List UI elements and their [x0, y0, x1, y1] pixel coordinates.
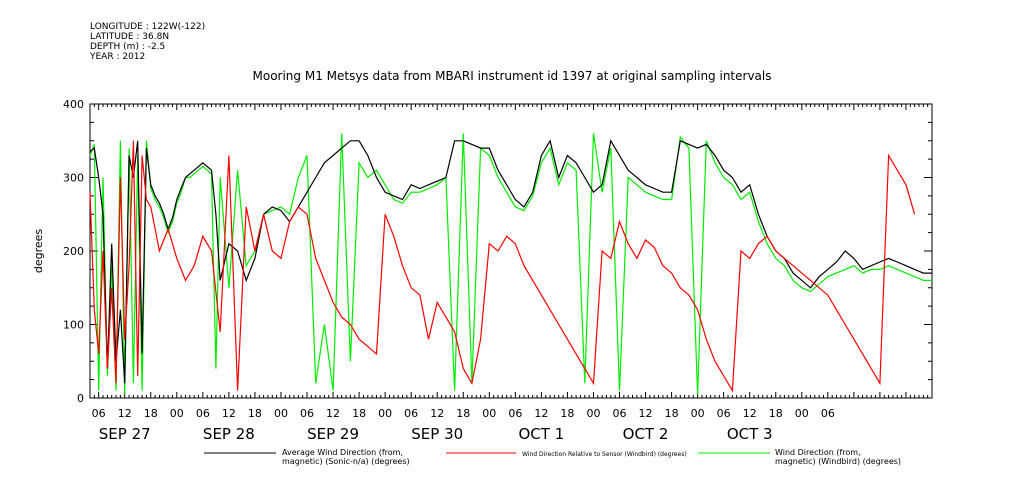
- x-tick-label: 12: [326, 407, 340, 420]
- latitude-line: LATITUDE : 36.8N: [90, 32, 170, 42]
- x-tick-label: 12: [639, 407, 653, 420]
- day-label: SEP 28: [203, 425, 255, 443]
- x-tick-label: 12: [118, 407, 132, 420]
- legend-label-average-line1: Average Wind Direction (from,: [282, 448, 403, 457]
- x-tick-label: 12: [534, 407, 548, 420]
- x-tick-label: 06: [300, 407, 314, 420]
- x-tick-label: 18: [144, 407, 158, 420]
- x-tick-label: 06: [613, 407, 627, 420]
- x-axis: 06 12 18 00 06 12 18 00 06 12 18 00 06 12 18 00 06 12 18 00…: [89, 104, 933, 443]
- x-tick-label: 00: [691, 407, 705, 420]
- x-tick-label: 18: [665, 407, 679, 420]
- day-label: OCT 1: [518, 425, 564, 443]
- x-tick-label: 00: [795, 407, 809, 420]
- x-tick-label: 18: [352, 407, 366, 420]
- y-axis: 0 100 200 300 400: [63, 98, 932, 405]
- y-tick-label: 200: [63, 245, 84, 258]
- x-tick-label: 18: [248, 407, 262, 420]
- day-label: OCT 2: [623, 425, 669, 443]
- x-tick-label: 18: [769, 407, 783, 420]
- x-tick-label: 06: [196, 407, 210, 420]
- x-tick-label: 00: [482, 407, 496, 420]
- y-tick-label: 300: [63, 172, 84, 185]
- legend: Average Wind Direction (from, magnetic) …: [204, 448, 901, 466]
- x-tick-label: 06: [404, 407, 418, 420]
- x-tick-label: 12: [222, 407, 236, 420]
- x-tick-label: 00: [274, 407, 288, 420]
- y-tick-label: 0: [77, 392, 84, 405]
- x-tick-label: 06: [821, 407, 835, 420]
- y-axis-label: degrees: [32, 229, 45, 274]
- series-line-windbird-wind-direction: [89, 133, 932, 395]
- x-tick-label: 12: [743, 407, 757, 420]
- x-tick-label: 00: [378, 407, 392, 420]
- x-tick-label: 18: [456, 407, 470, 420]
- legend-label-average-line2: magnetic) (Sonic-n/a) (degrees): [282, 457, 410, 466]
- series-line-relative-wind-direction: [89, 140, 916, 393]
- x-tick-label: 00: [586, 407, 600, 420]
- x-tick-label: 06: [717, 407, 731, 420]
- series-layer: [89, 133, 932, 395]
- x-tick-label: 06: [92, 407, 106, 420]
- x-tick-label: 18: [560, 407, 574, 420]
- year-line: YEAR : 2012: [90, 52, 146, 62]
- y-tick-label: 100: [63, 319, 84, 332]
- x-tick-label: 00: [170, 407, 184, 420]
- longitude-line: LONGITUDE : 122W(-122): [90, 22, 206, 32]
- legend-label-relative: Wind Direction Relative to Sensor (Windb…: [522, 451, 687, 458]
- legend-label-windbird-line1: Wind Direction (from,: [775, 448, 861, 457]
- metadata-block: LONGITUDE : 122W(-122) LATITUDE : 36.8N …: [90, 22, 205, 62]
- chart-title: Mooring M1 Metsys data from MBARI instru…: [253, 69, 772, 83]
- y-tick-label: 400: [63, 98, 84, 111]
- day-label: SEP 30: [411, 425, 463, 443]
- depth-line: DEPTH (m) : -2.5: [90, 42, 166, 52]
- day-label: OCT 3: [727, 425, 773, 443]
- x-tick-label: 12: [430, 407, 444, 420]
- x-tick-label: 06: [508, 407, 522, 420]
- legend-label-windbird-line2: magnetic) (Windbird) (degrees): [775, 457, 901, 466]
- day-label: SEP 27: [99, 425, 151, 443]
- day-label: SEP 29: [307, 425, 359, 443]
